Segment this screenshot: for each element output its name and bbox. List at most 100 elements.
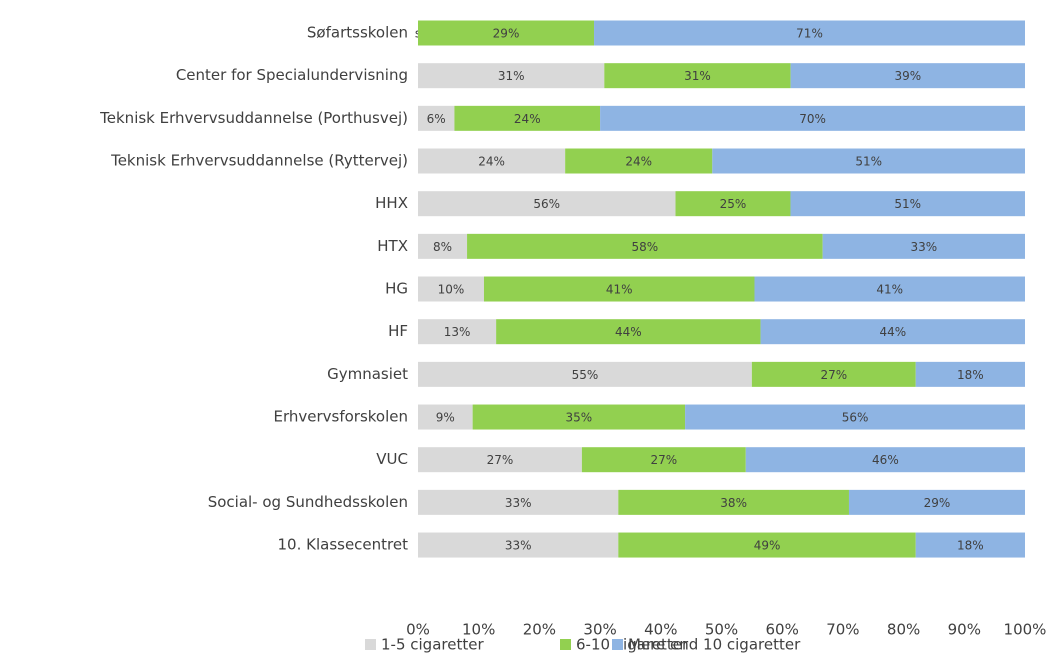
data-label: 70%: [799, 112, 826, 126]
data-label: 44%: [879, 325, 906, 339]
data-label: 13%: [444, 325, 471, 339]
data-label: 18%: [957, 539, 984, 553]
data-label: 24%: [625, 155, 652, 169]
bar-segment: [594, 20, 1025, 46]
category-label: Teknisk Erhvervsuddannelse (Porthusvej): [99, 109, 408, 127]
data-label: 44%: [615, 325, 642, 339]
data-label: 56%: [842, 411, 869, 425]
bar-segment: [418, 233, 468, 259]
category-label: HHX: [375, 194, 408, 212]
category-label: HF: [388, 322, 408, 340]
legend-label: Mere end 10 cigaretter: [628, 636, 801, 654]
x-tick-label: 60%: [766, 621, 799, 639]
data-label: 27%: [820, 368, 847, 382]
bar-segment: [848, 489, 1025, 515]
bar-segment: [751, 361, 916, 387]
category-label: Søfartsskolen: [307, 24, 408, 42]
bar-segment: [822, 233, 1025, 259]
data-label: 24%: [514, 112, 541, 126]
category-label: Teknisk Erhvervsuddannelse (Ryttervej): [110, 152, 408, 170]
category-label: 10. Klassecentret: [278, 536, 409, 554]
data-label: 31%: [684, 69, 711, 83]
bar-segment: [418, 489, 619, 515]
bar-segment: [790, 63, 1025, 89]
legend-swatch: [365, 639, 376, 650]
bar-segment: [581, 447, 746, 473]
data-label: 51%: [855, 155, 882, 169]
data-label: 6%: [427, 112, 446, 126]
data-label: 33%: [910, 240, 937, 254]
bar-segment: [712, 148, 1025, 174]
data-label: 29%: [493, 27, 520, 41]
data-label: 35%: [566, 411, 593, 425]
data-label: 46%: [872, 453, 899, 467]
data-label: 9%: [436, 411, 455, 425]
data-label: 56%: [533, 197, 560, 211]
data-label: 58%: [632, 240, 659, 254]
legend-label: 6-10 cigaretter: [576, 636, 689, 654]
legend-label: 1-5 cigaretter: [381, 636, 484, 654]
x-tick-label: 50%: [705, 621, 738, 639]
bar-segment: [418, 319, 497, 345]
data-label: 55%: [572, 368, 599, 382]
x-tick-label: 20%: [523, 621, 556, 639]
data-label: 10%: [438, 283, 465, 297]
data-label: 39%: [894, 69, 921, 83]
bar-segment: [915, 532, 1025, 558]
data-label: 18%: [957, 368, 984, 382]
bar-segment: [454, 105, 601, 131]
bar-segment: [496, 319, 761, 345]
bar-segment: [745, 447, 1025, 473]
category-label: Center for Specialundervisning: [176, 66, 408, 84]
data-label: 33%: [505, 539, 532, 553]
bar-segment: [418, 276, 484, 302]
bar-segment: [418, 20, 595, 46]
bar-segment: [685, 404, 1025, 430]
x-tick-label: 0%: [406, 621, 430, 639]
data-label: 24%: [478, 155, 505, 169]
category-label: HG: [385, 280, 408, 298]
bar-segment: [418, 404, 473, 430]
category-label: VUC: [376, 450, 408, 468]
bar-segment: [915, 361, 1025, 387]
bar-segment: [418, 361, 752, 387]
bar-segment: [418, 447, 582, 473]
category-label: Erhvervsforskolen: [273, 408, 408, 426]
bar-segment: [472, 404, 686, 430]
bar-segment: [618, 532, 916, 558]
bar-segment: [483, 276, 755, 302]
data-label: 31%: [498, 69, 525, 83]
bar-segment: [754, 276, 1025, 302]
bar-segment: [418, 191, 676, 217]
data-label: 41%: [876, 283, 903, 297]
bar-segment: [467, 233, 823, 259]
bar-segment: [418, 532, 619, 558]
bar-segment: [600, 105, 1025, 131]
data-label: 27%: [650, 453, 677, 467]
x-tick-label: 90%: [948, 621, 981, 639]
x-tick-label: 70%: [826, 621, 859, 639]
category-label: HTX: [377, 237, 408, 255]
data-label: 33%: [505, 496, 532, 510]
legend-swatch: [612, 639, 623, 650]
data-label: 27%: [487, 453, 514, 467]
legend-swatch: [560, 639, 571, 650]
data-label: 49%: [754, 539, 781, 553]
bar-segment: [675, 191, 791, 217]
data-label: 38%: [720, 496, 747, 510]
bar-segment: [604, 63, 791, 89]
bar-segment: [760, 319, 1025, 345]
bar-segment: [790, 191, 1025, 217]
category-label: Gymnasiet: [327, 365, 408, 383]
x-tick-label: 80%: [887, 621, 920, 639]
x-tick-label: 100%: [1004, 621, 1047, 639]
data-label: 71%: [796, 27, 823, 41]
data-label: 41%: [606, 283, 633, 297]
x-tick-label: 10%: [462, 621, 495, 639]
data-label: 29%: [924, 496, 951, 510]
category-label: Social- og Sundhedsskolen: [208, 493, 408, 511]
bar-segment: [418, 148, 566, 174]
data-label: 8%: [433, 240, 452, 254]
x-tick-label: 40%: [644, 621, 677, 639]
x-tick-label: 30%: [583, 621, 616, 639]
